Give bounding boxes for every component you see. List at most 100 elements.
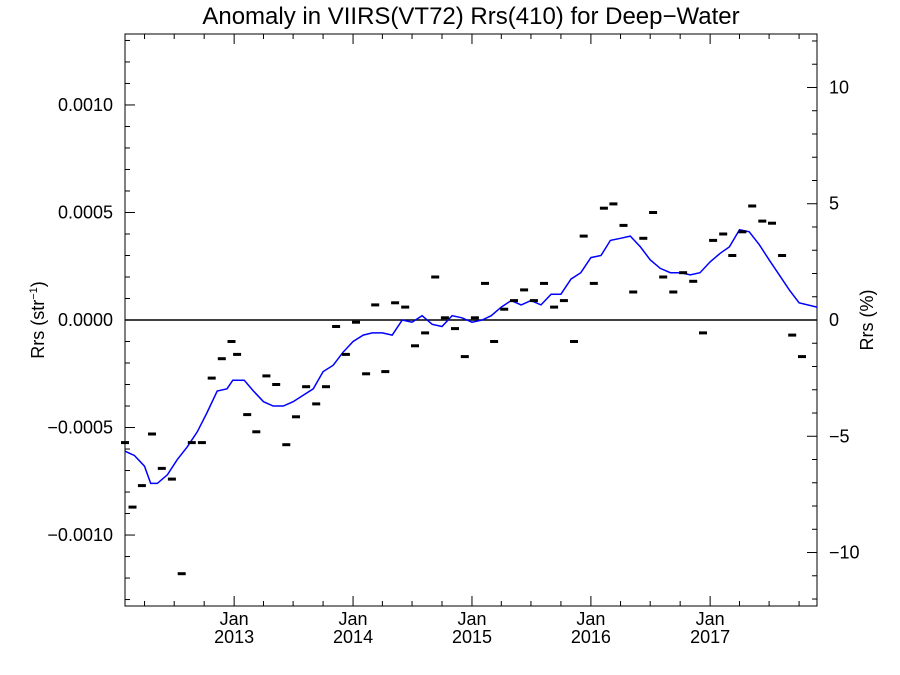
data-point [252,430,261,434]
x-tick-month-label: Jan [576,609,605,629]
data-point [282,443,291,447]
axis-ticks [125,34,817,606]
data-point [243,413,252,417]
data-point [758,219,767,223]
data-point [470,316,479,320]
y-axis-label-left: Rrs (str−1) [28,281,48,359]
data-point [768,221,776,225]
left-tick-labels: 0.0010 0.0005 0.0000 −0.0005 −0.0010 [47,95,113,545]
data-point [207,376,216,380]
data-point [540,281,548,285]
data-point [187,441,196,445]
data-point [529,299,538,303]
data-point [728,254,737,257]
left-tick-label: 0.0005 [58,202,113,222]
data-point [401,305,410,309]
data-point [659,275,668,279]
y-axis-label-left-close: ) [28,281,48,287]
right-tick-label: 5 [829,194,839,214]
data-point [629,290,638,294]
data-points [121,202,806,576]
data-point [559,299,568,303]
data-point [227,340,236,343]
left-tick-label: −0.0010 [47,525,113,545]
x-tick-month-label: Jan [696,609,725,629]
left-tick-label: 0.0000 [58,310,113,330]
data-point [233,352,242,356]
data-point [699,331,707,335]
data-point [709,238,718,242]
data-point [262,374,271,378]
smoothed-trend-line [124,228,818,485]
data-point [302,385,311,389]
data-point [332,325,341,328]
data-point [381,370,390,374]
right-tick-label: −10 [829,543,860,563]
data-point [137,484,146,488]
data-point [481,281,489,285]
data-point [748,204,757,208]
y-axis-label-left-sup: −1 [28,287,40,300]
chart-title: Anomaly in VIIRS(VT72) Rrs(410) for Deep… [202,3,739,30]
data-point [177,572,186,576]
data-point [371,303,380,307]
data-point [798,355,806,359]
data-point [322,385,330,389]
data-point [440,316,449,320]
data-point [510,299,518,303]
x-tick-month-label: Jan [457,609,486,629]
x-tick-year-label: 2015 [452,627,492,647]
y-axis-label-right: Rrs (%) [857,290,877,351]
data-point [609,202,618,206]
data-point [148,432,156,436]
data-point [217,357,226,361]
data-point [500,307,509,311]
x-tick-year-label: 2017 [690,627,730,647]
data-point [689,279,698,283]
right-tick-label: 0 [829,310,839,330]
data-point [570,340,578,343]
data-point [778,254,787,257]
data-point [719,232,728,236]
data-point [451,327,459,331]
right-tick-labels: 10 5 0 −5 −10 [829,77,860,562]
data-point [679,271,688,275]
y-axis-label-left-text: Rrs (str [28,300,48,359]
x-tick-year-label: 2014 [333,627,373,647]
data-point [362,372,371,376]
data-point [352,320,360,324]
data-point [341,352,350,356]
data-point [411,344,419,348]
data-point [738,230,747,234]
data-point [167,477,176,481]
data-point [431,275,440,279]
data-point [391,301,400,305]
data-point [669,290,678,294]
x-tick-year-label: 2016 [571,627,611,647]
data-point [550,305,559,309]
left-tick-label: 0.0010 [58,95,113,115]
x-tick-month-label: Jan [339,609,368,629]
data-point [421,331,430,335]
data-point [788,333,797,337]
data-point [460,355,469,359]
data-point [157,466,166,470]
data-point [589,281,598,285]
x-tick-month-label: Jan [220,609,249,629]
data-point [520,288,529,292]
data-point [128,505,137,509]
data-point [197,441,206,445]
data-point [579,234,588,238]
right-tick-label: −5 [829,426,850,446]
data-point [619,223,628,227]
x-tick-year-label: 2013 [214,627,254,647]
right-tick-label: 10 [829,77,849,97]
data-point [649,211,658,214]
data-point [490,340,499,343]
data-point [639,236,648,240]
data-point [599,206,608,210]
left-tick-label: −0.0005 [47,418,113,438]
data-point [272,383,281,386]
